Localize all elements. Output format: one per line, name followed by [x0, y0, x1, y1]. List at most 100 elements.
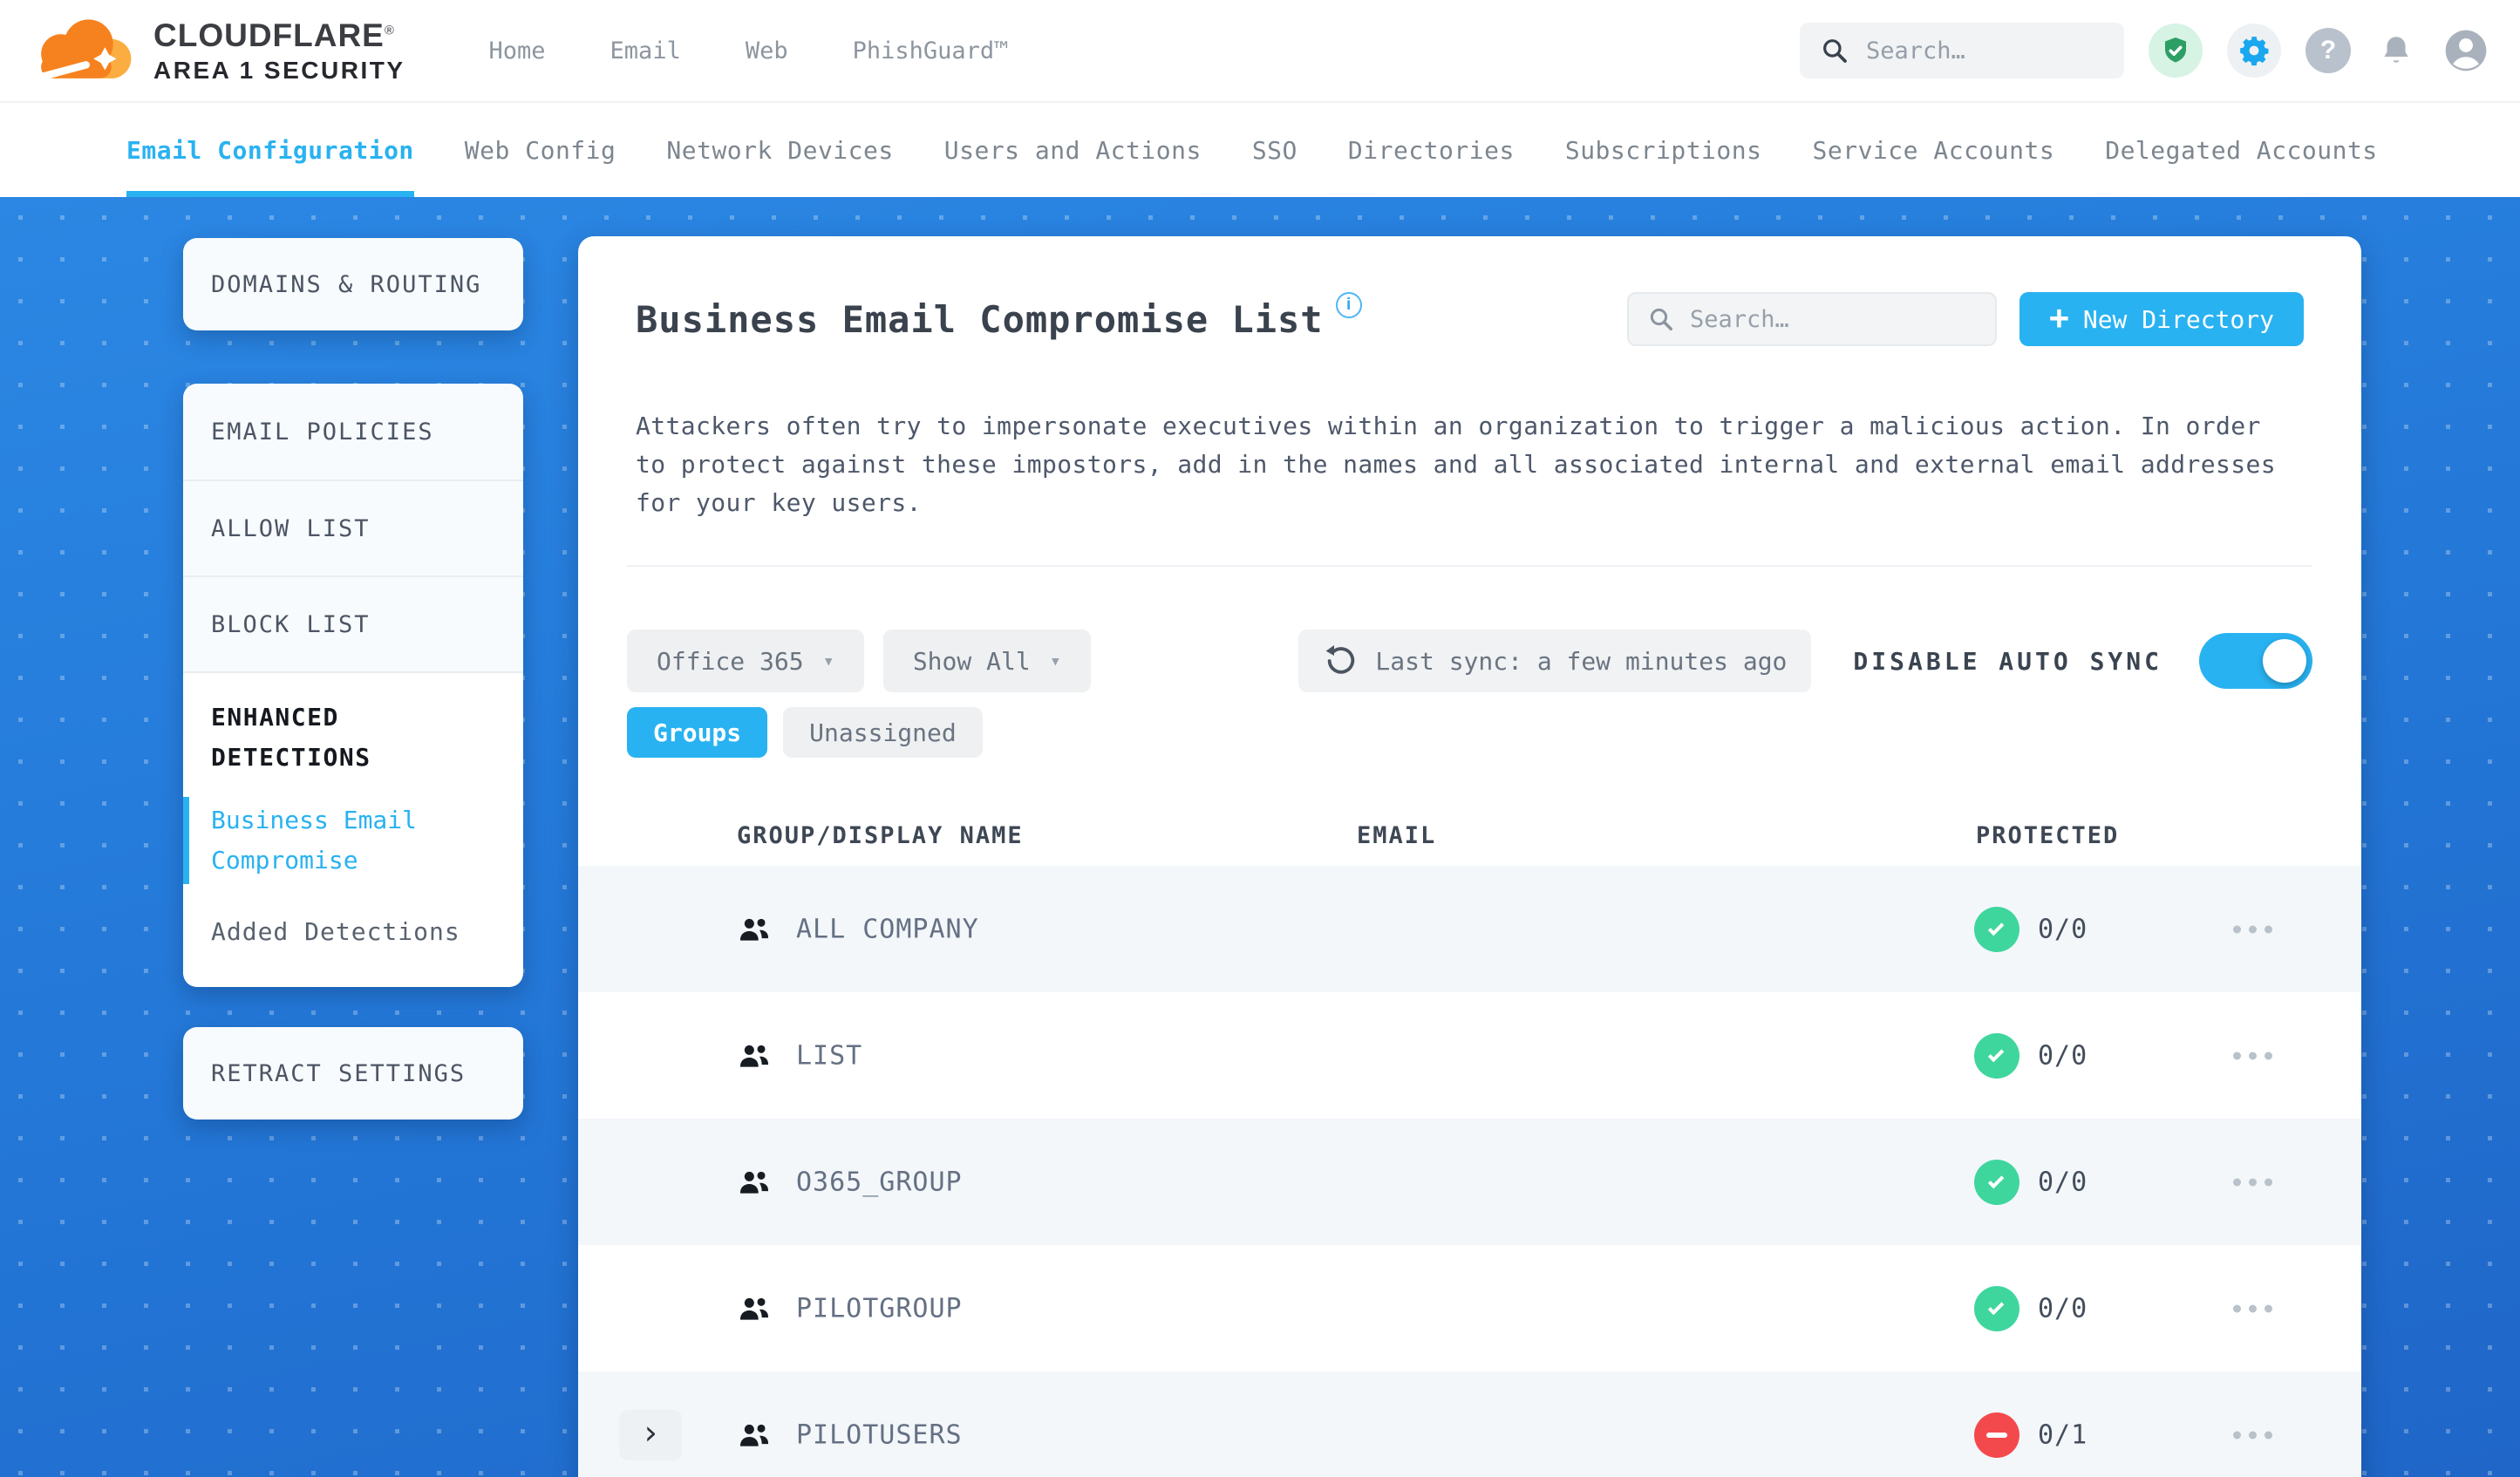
sidebar-section-enhanced-detections: ENHANCED DETECTIONS Business Email Compr…: [183, 673, 523, 987]
column-protected: PROTECTED: [1976, 822, 2120, 849]
group-name: LIST: [796, 1040, 863, 1071]
last-sync-button[interactable]: Last sync: a few minutes ago: [1298, 630, 1812, 692]
tab-unassigned[interactable]: Unassigned: [783, 707, 983, 758]
sidebar-item-retract-settings[interactable]: RETRACT SETTINGS: [183, 1027, 523, 1120]
show-filter-dropdown[interactable]: Show All ▾: [882, 630, 1091, 692]
sidebar-policies-card: EMAIL POLICIES ALLOW LIST BLOCK LIST ENH…: [183, 384, 523, 987]
group-icon: [737, 1418, 772, 1453]
table-row[interactable]: ALL COMPANY 0/0: [578, 866, 2361, 992]
enhanced-detections-heading[interactable]: ENHANCED DETECTIONS: [211, 703, 371, 772]
group-table: ALL COMPANY 0/0 LIST 0/0 O365_GROUP: [578, 866, 2361, 1477]
directory-search[interactable]: [1626, 292, 1997, 346]
tab-network-devices[interactable]: Network Devices: [666, 135, 894, 165]
gear-icon: [2240, 37, 2269, 66]
tab-groups[interactable]: Groups: [627, 707, 768, 758]
check-icon: [1987, 1172, 2004, 1189]
column-group-display-name: GROUP/DISPLAY NAME: [737, 822, 1024, 849]
section-divider: [627, 565, 2312, 567]
table-row[interactable]: O365_GROUP 0/0: [578, 1119, 2361, 1245]
not-protected-status-icon: [1974, 1412, 2019, 1458]
brand-subtitle: AREA 1 SECURITY: [153, 56, 405, 84]
page-title: Business Email Compromise List: [636, 297, 1324, 341]
sidebar-item-allow-list[interactable]: ALLOW LIST: [183, 481, 523, 577]
topnav-phishguard[interactable]: PhishGuard™: [852, 37, 1009, 65]
shield-check-icon: [2165, 37, 2186, 63]
chevron-down-icon: ▾: [1049, 650, 1061, 672]
topnav-web[interactable]: Web: [745, 37, 788, 65]
protected-count: 0/0: [2038, 1040, 2088, 1071]
tab-users-and-actions[interactable]: Users and Actions: [943, 135, 1202, 165]
top-header: CLOUDFLARE® AREA 1 SECURITY Home Email W…: [0, 0, 2520, 103]
cloudflare-cloud-icon: [30, 19, 132, 84]
info-icon[interactable]: i: [1335, 292, 1362, 318]
directory-search-input[interactable]: [1687, 304, 1976, 334]
security-status-button[interactable]: [2149, 24, 2203, 78]
protected-count: 0/0: [2038, 1167, 2088, 1197]
tab-web-config[interactable]: Web Config: [464, 135, 616, 165]
column-email: EMAIL: [1357, 822, 1437, 849]
row-menu-button[interactable]: [2233, 1043, 2272, 1068]
sidebar-item-business-email-compromise[interactable]: Business Email Compromise: [183, 797, 481, 884]
sidebar-item-email-policies[interactable]: EMAIL POLICIES: [183, 384, 523, 481]
global-search[interactable]: [1800, 23, 2124, 78]
auto-sync-label: DISABLE AUTO SYNC: [1853, 646, 2162, 676]
tab-delegated-accounts[interactable]: Delegated Accounts: [2105, 135, 2378, 165]
top-nav: Home Email Web PhishGuard™: [489, 37, 1009, 65]
group-icon: [737, 1291, 772, 1326]
user-avatar-icon: [2445, 30, 2487, 71]
brand-name: CLOUDFLARE®: [153, 17, 395, 53]
tab-sso[interactable]: SSO: [1251, 135, 1297, 165]
auto-sync-toggle[interactable]: [2199, 633, 2312, 689]
protected-count: 0/0: [2038, 1293, 2088, 1324]
notifications-button[interactable]: [2375, 30, 2417, 71]
new-directory-button[interactable]: + New Directory: [2019, 292, 2304, 346]
tab-subscriptions[interactable]: Subscriptions: [1564, 135, 1762, 165]
tab-service-accounts[interactable]: Service Accounts: [1812, 135, 2055, 165]
account-button[interactable]: [2442, 26, 2490, 75]
row-menu-button[interactable]: [2233, 916, 2272, 942]
group-icon: [737, 1165, 772, 1200]
sidebar-item-added-detections[interactable]: Added Detections: [211, 917, 460, 946]
table-row[interactable]: PILOTGROUP 0/0: [578, 1245, 2361, 1372]
protected-status-icon: [1974, 906, 2019, 952]
group-icon: [737, 912, 772, 947]
topnav-home[interactable]: Home: [488, 37, 546, 65]
bell-icon: [2384, 37, 2408, 63]
help-button[interactable]: ?: [2305, 28, 2351, 73]
minus-icon: [1986, 1432, 2007, 1438]
expand-row-button[interactable]: ›: [619, 1409, 682, 1460]
global-search-input[interactable]: [1864, 36, 2103, 65]
table-header: GROUP/DISPLAY NAME EMAIL PROTECTED: [578, 819, 2361, 866]
refresh-icon: [1326, 645, 1355, 674]
check-icon: [1987, 1045, 2004, 1063]
settings-button[interactable]: [2227, 24, 2281, 78]
cloudflare-logo[interactable]: CLOUDFLARE® AREA 1 SECURITY: [30, 12, 405, 89]
section-nav: Email Configuration Web Config Network D…: [0, 103, 2520, 197]
settings-sidebar: DOMAINS & ROUTING EMAIL POLICIES ALLOW L…: [183, 238, 523, 1120]
check-icon: [1987, 919, 2004, 936]
search-icon: [1650, 308, 1672, 330]
directory-filter-dropdown[interactable]: Office 365 ▾: [627, 630, 864, 692]
protected-count: 0/1: [2038, 1419, 2088, 1450]
group-name: PILOTGROUP: [796, 1293, 963, 1324]
table-row[interactable]: › PILOTUSERS 0/1: [578, 1372, 2361, 1477]
row-menu-button[interactable]: [2233, 1296, 2272, 1321]
table-row[interactable]: LIST 0/0: [578, 992, 2361, 1119]
check-icon: [1987, 1298, 2004, 1316]
active-indicator-bar: [183, 797, 189, 884]
search-icon: [1823, 39, 1847, 63]
bec-list-panel: Business Email Compromise List i + New D…: [578, 236, 2361, 1477]
sidebar-item-block-list[interactable]: BLOCK LIST: [183, 577, 523, 673]
tab-directories[interactable]: Directories: [1347, 135, 1515, 165]
group-name: ALL COMPANY: [796, 914, 979, 944]
chevron-down-icon: ▾: [822, 650, 834, 672]
row-menu-button[interactable]: [2233, 1169, 2272, 1195]
sidebar-item-domains-routing[interactable]: DOMAINS & ROUTING: [183, 238, 523, 330]
row-menu-button[interactable]: [2233, 1422, 2272, 1447]
group-name: PILOTUSERS: [796, 1419, 963, 1450]
tab-email-configuration[interactable]: Email Configuration: [126, 103, 414, 197]
registered-mark: ®: [384, 23, 395, 38]
page-description: Attackers often try to impersonate execu…: [636, 412, 2277, 517]
topnav-email[interactable]: Email: [610, 37, 681, 65]
protected-status-icon: [1974, 1032, 2019, 1079]
